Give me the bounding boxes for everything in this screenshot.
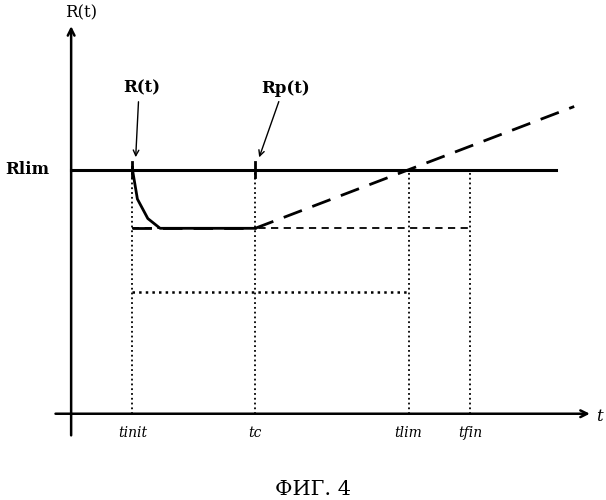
Text: R(t): R(t) [123,80,160,96]
Text: tfin: tfin [458,426,482,440]
Text: t: t [596,408,602,424]
Text: R(t): R(t) [65,4,97,21]
Text: Rp(t): Rp(t) [261,80,310,96]
Text: tlim: tlim [395,426,422,440]
Text: tinit: tinit [118,426,147,440]
Text: tc: tc [248,426,262,440]
Text: ФИГ. 4: ФИГ. 4 [276,480,351,498]
Text: Rlim: Rlim [5,161,50,178]
